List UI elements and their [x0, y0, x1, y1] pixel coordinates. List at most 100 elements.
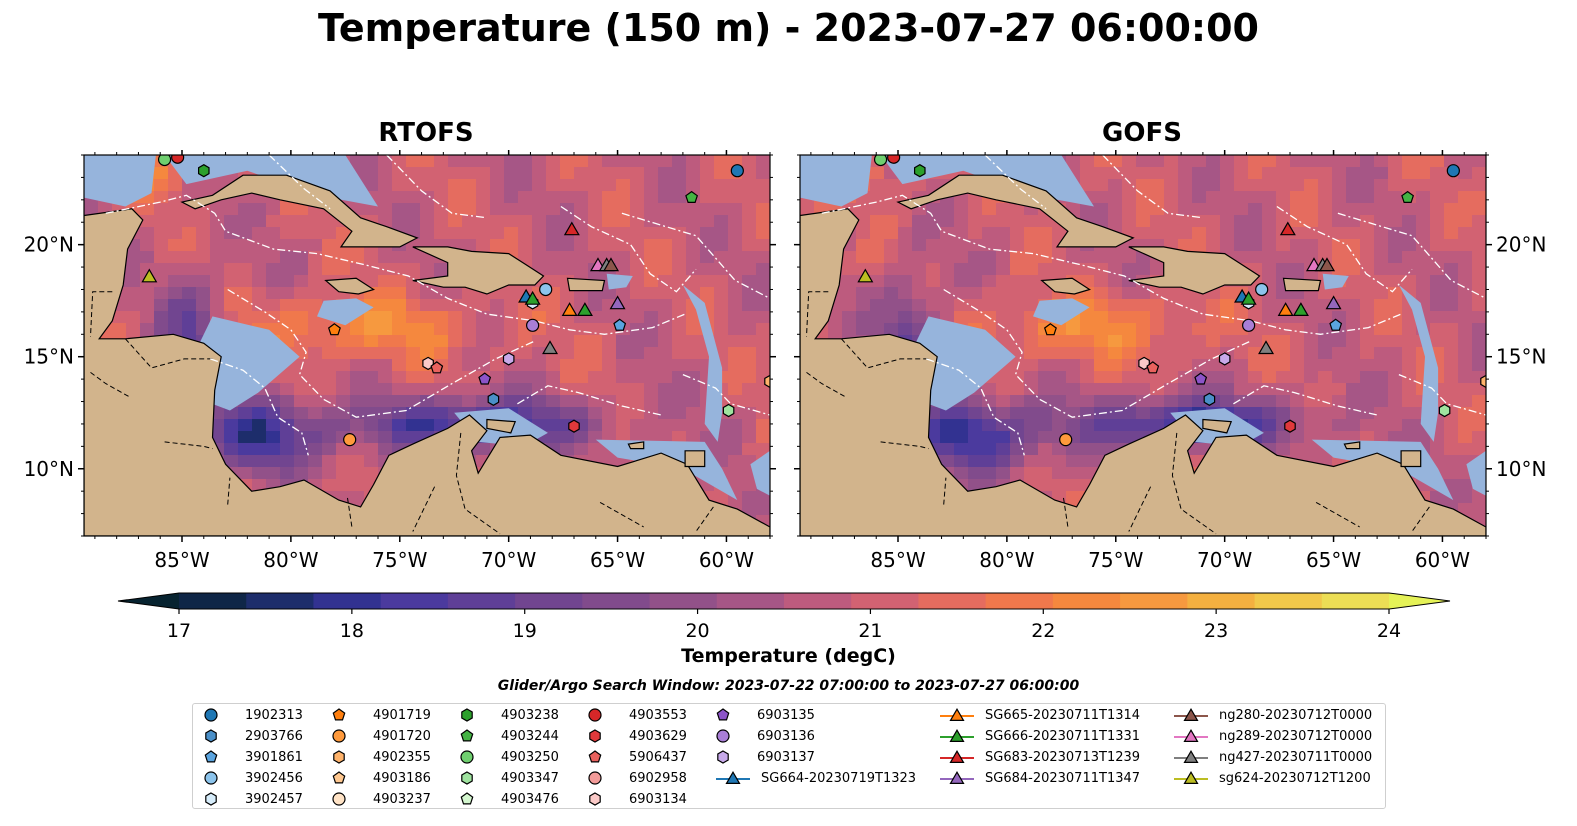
- argo-marker-5906437: [430, 361, 444, 374]
- legend-argo-icon: [589, 792, 601, 806]
- figure-title: Temperature (150 m) - 2023-07-27 06:00:0…: [317, 6, 1259, 50]
- colorbar-bin: [447, 593, 516, 609]
- colorbar-bin: [246, 593, 315, 609]
- legend-argo-icon: [332, 708, 346, 721]
- lon-tick-label: 70°W: [1197, 548, 1252, 572]
- country-border: [227, 477, 231, 505]
- country-border: [1171, 432, 1217, 535]
- colorbar-min-extend: [118, 593, 179, 609]
- country-border: [90, 371, 130, 398]
- lon-tick-label: 60°W: [1415, 548, 1470, 572]
- eez-boundary: [1102, 155, 1203, 219]
- country-border: [1315, 501, 1360, 528]
- colorbar-tick-label: 24: [1377, 620, 1401, 642]
- colorbar-bin: [1120, 593, 1188, 609]
- legend-label: SG664-20230719T1323: [761, 771, 917, 786]
- legend-glider-icon: [1183, 750, 1199, 763]
- eez-boundary: [984, 155, 1047, 210]
- country-border: [943, 477, 947, 505]
- country-border: [841, 338, 929, 369]
- country-border: [455, 432, 501, 535]
- country-border: [90, 291, 113, 337]
- colorbar-tick-label: 23: [1204, 620, 1228, 642]
- colorbar-tick-label: 17: [167, 620, 191, 642]
- eez-boundary: [1276, 205, 1413, 293]
- glider-marker-sg624-20230712T1200: [141, 268, 158, 283]
- country-border: [125, 338, 213, 369]
- country-border: [806, 291, 829, 337]
- lon-tick-label: 65°W: [1306, 548, 1361, 572]
- shelf-area: [1466, 450, 1486, 496]
- lat-tick-label: 10°N: [1496, 457, 1546, 481]
- eez-boundary: [210, 358, 309, 456]
- lon-tick-label: 85°W: [870, 548, 925, 572]
- eez-boundary: [517, 385, 662, 416]
- shelf-area: [1398, 285, 1439, 442]
- country-border: [1128, 486, 1152, 532]
- argo-marker-6903136: [1242, 318, 1256, 332]
- argo-marker-4903553: [171, 155, 185, 164]
- lon-tick-label: 85°W: [154, 548, 209, 572]
- colorbar-max-extend: [1389, 593, 1450, 609]
- eez-boundary: [821, 194, 1402, 335]
- land: [180, 174, 419, 248]
- colorbar-tick-label: 21: [858, 620, 882, 642]
- country-border: [1411, 506, 1430, 532]
- argo-marker-4902355: [1480, 374, 1486, 389]
- argo-marker-3902456: [539, 282, 553, 297]
- colorbar-tick-label: 18: [340, 620, 364, 642]
- land: [1343, 441, 1361, 450]
- land: [1040, 277, 1092, 295]
- legend-argo-icon: [460, 750, 474, 764]
- argo-marker-5906437: [1146, 361, 1160, 374]
- legend: 1902313 2903766 3901861 3902456 3902457 49017…: [192, 703, 1386, 809]
- eez-boundary: [926, 358, 1025, 456]
- map-frame: [799, 154, 1487, 537]
- eez-boundary: [1337, 212, 1486, 299]
- legend-label: SG684-20230711T1347: [985, 771, 1141, 786]
- shelf-area: [800, 155, 872, 207]
- legend-label: ng289-20230712T0000: [1219, 729, 1373, 744]
- glider-marker-SG666-20230711T1331: [1292, 302, 1309, 316]
- shelf-area: [195, 316, 300, 411]
- argo-marker-4901720: [1059, 433, 1073, 447]
- colorbar-bin: [515, 593, 583, 609]
- argo-marker-6903137: [1218, 352, 1231, 366]
- legend-label: 6903137: [757, 750, 815, 765]
- argo-marker-4903250: [873, 155, 888, 167]
- argo-marker-3902456: [1255, 282, 1269, 297]
- legend-label: 4903250: [501, 750, 559, 765]
- colorbar-bin: [179, 593, 247, 609]
- colorbar-bin: [649, 593, 718, 609]
- lon-tick-label: 60°W: [699, 548, 754, 572]
- legend-argo-icon: [588, 708, 602, 722]
- lon-tick-label: 70°W: [481, 548, 536, 572]
- glider-marker-SG665-20230711T1314: [1277, 302, 1294, 316]
- colorbar-bin: [716, 593, 785, 609]
- country-border: [695, 506, 714, 532]
- legend-glider-icon: [1183, 771, 1199, 784]
- country-border: [412, 486, 436, 532]
- legend-argo-icon: [460, 792, 474, 805]
- legend-glider-icon: [1183, 729, 1199, 742]
- legend-label: 4903476: [501, 792, 559, 807]
- argo-marker-4903244: [685, 190, 699, 203]
- colorbar-tick-label: 20: [685, 620, 709, 642]
- eez-boundary: [943, 288, 1252, 418]
- legend-label: 6903135: [757, 708, 815, 723]
- land: [800, 208, 1486, 536]
- country-border: [806, 371, 846, 398]
- legend-label: 5906437: [629, 750, 687, 765]
- colorbar-bin: [1052, 593, 1121, 609]
- legend-label: 4903186: [373, 771, 431, 786]
- argo-marker-4903244: [1401, 190, 1415, 203]
- argo-marker-4902355: [764, 374, 770, 389]
- map-panel-rtofs: 85°W 80°W 75°W 70°W 65°W 60°W 20°N 15°N 10°N: [24, 150, 776, 572]
- country-border: [347, 497, 353, 528]
- lon-tick-label: 80°W: [263, 548, 318, 572]
- legend-label: SG665-20230711T1314: [985, 708, 1141, 723]
- eez-boundary: [621, 212, 770, 299]
- lat-tick-label: 20°N: [24, 233, 74, 257]
- colorbar-bin: [1254, 593, 1323, 609]
- glider-marker-SG684-20230711T1347: [609, 295, 626, 310]
